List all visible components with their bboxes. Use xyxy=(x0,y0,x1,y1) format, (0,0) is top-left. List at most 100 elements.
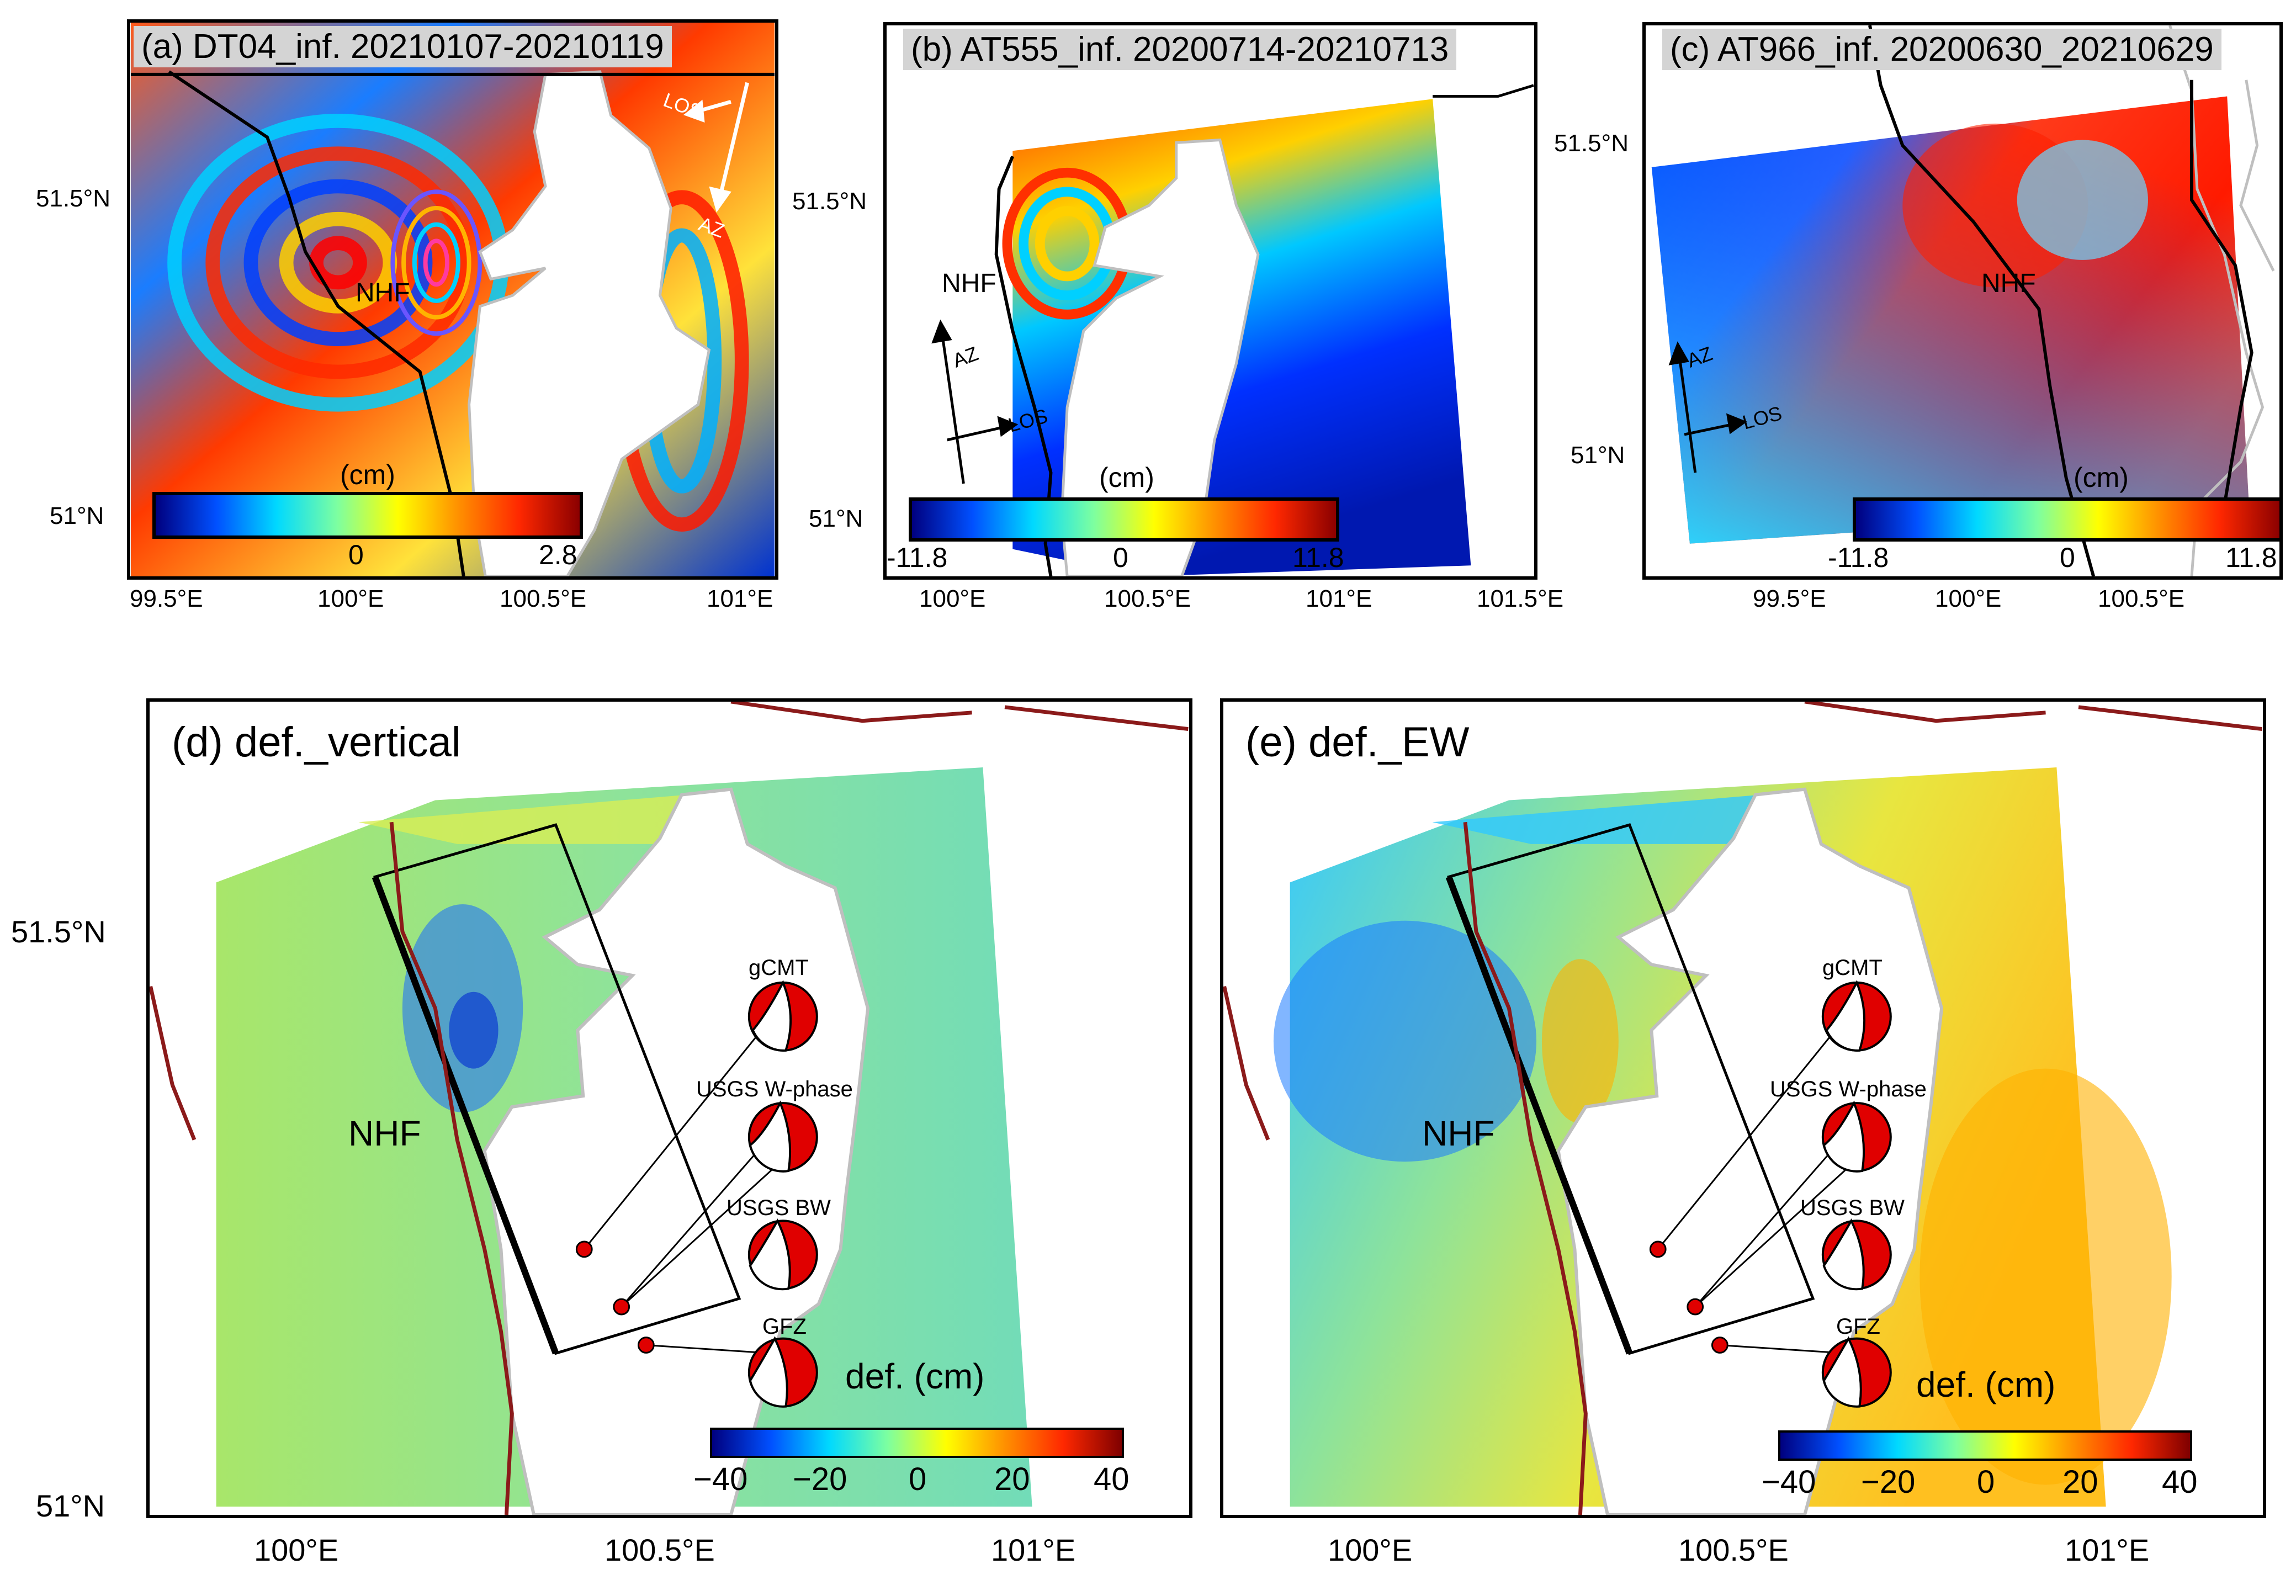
regional-fault-w xyxy=(150,986,197,1141)
epicenter-gcmt xyxy=(575,1240,593,1258)
panel-c-lon-tick-1: 99.5°E xyxy=(1753,585,1826,612)
cyan-lobe xyxy=(2017,140,2148,260)
fault-trace xyxy=(1868,25,2096,576)
panel-b-map xyxy=(931,84,1534,576)
regional-fault-w xyxy=(1223,986,1270,1141)
westward-lobe xyxy=(1273,920,1537,1162)
panel-c-colorbar xyxy=(1853,497,2279,542)
lake-mask xyxy=(1556,787,1944,1515)
panel-d-colorbar-tick-1: −40 xyxy=(693,1461,748,1497)
epicenter-links xyxy=(584,1013,776,1354)
panel-b-colorbar-mid: 0 xyxy=(1113,542,1128,573)
epicenter-gfz xyxy=(1711,1337,1728,1354)
panel-b-fault-label: NHF xyxy=(942,269,996,298)
panel-e-colorbar-tick-2: −20 xyxy=(1861,1464,1916,1500)
panel-e-lon-tick-1: 100°E xyxy=(1328,1533,1413,1567)
panel-d-fault-label: NHF xyxy=(348,1114,421,1153)
panel-d-colorbar-tick-3: 0 xyxy=(909,1461,927,1497)
panel-c-colorbar-max: 11.8 xyxy=(2225,542,2277,573)
beachball-gcmt xyxy=(747,980,818,1052)
los-az-arrows xyxy=(683,82,749,213)
epicenters xyxy=(575,1240,655,1354)
panel-d-map xyxy=(150,702,1189,1515)
panel-a-lon-tick-1: 99.5°E xyxy=(130,585,203,612)
nhf-fault-trace xyxy=(389,821,514,1515)
subsidence-core xyxy=(449,991,499,1069)
panel-b-lat-tick-1: 51.5°N xyxy=(792,188,867,215)
panel-a-colorbar-max: 2.8 xyxy=(539,539,577,570)
panel-b-lon-tick-1: 100°E xyxy=(919,585,986,612)
panel-a-colorbar-min: 0 xyxy=(348,539,364,570)
panel-d-lon-tick-2: 100.5°E xyxy=(605,1533,715,1567)
panel-a-lat-tick-1: 51.5°N xyxy=(36,185,111,212)
panel-d-vertical-deformation: (d) def._vertical NHF gCMT USGS W-phase … xyxy=(146,698,1192,1518)
panel-a-map xyxy=(130,23,775,576)
epicenter-usgs xyxy=(613,1298,630,1316)
panel-d-mech-label-2: USGS W-phase xyxy=(696,1077,853,1101)
panel-b-colorbar-min: -11.8 xyxy=(887,542,948,573)
panel-d-colorbar-tick-2: −20 xyxy=(793,1461,847,1497)
fault-model-top-edge xyxy=(372,876,559,1355)
panel-a-lon-tick-3: 100.5°E xyxy=(500,585,587,612)
panel-d-colorbar-tick-5: 40 xyxy=(1094,1461,1130,1497)
epicenter-usgs xyxy=(1687,1298,1704,1316)
panel-b-lon-tick-3: 101°E xyxy=(1306,585,1372,612)
regional-fault-n xyxy=(1804,702,2262,731)
epicenter-gfz xyxy=(637,1337,655,1354)
panel-d-mech-label-4: GFZ xyxy=(762,1314,807,1339)
beachball-usgs-wphase xyxy=(1821,1100,1892,1173)
beachball-gcmt xyxy=(1821,980,1892,1052)
fault-trace xyxy=(168,70,465,576)
panel-e-colorbar-tick-4: 20 xyxy=(2062,1464,2098,1500)
panel-c-title: (c) AT966_inf. 20200630_20210629 xyxy=(1662,29,2221,70)
panel-a-lat-tick-2: 51°N xyxy=(50,502,104,529)
panel-e-colorbar xyxy=(1778,1430,2192,1461)
panel-e-mech-label-3: USGS BW xyxy=(1800,1196,1905,1220)
los-az-arrows xyxy=(1668,341,1747,473)
panel-e-mech-label-4: GFZ xyxy=(1836,1314,1880,1339)
panel-d-lon-tick-3: 101°E xyxy=(991,1533,1076,1567)
panel-a-colorbar-unit: (cm) xyxy=(340,459,395,490)
westward-zone xyxy=(1432,794,1761,844)
lake-mask xyxy=(2224,85,2279,576)
panel-a-interferogram: (a) DT04_inf. 20210107-20210119 NHF LOS … xyxy=(127,19,778,580)
panel-a-title: (a) DT04_inf. 20210107-20210119 xyxy=(134,26,672,67)
panel-e-colorbar-tick-1: −40 xyxy=(1762,1464,1816,1500)
panel-c-colorbar-mid: 0 xyxy=(2060,542,2075,573)
panel-d-lon-tick-1: 100°E xyxy=(254,1533,339,1567)
beachball-usgs-bw xyxy=(1821,1218,1892,1291)
panel-b-colorbar-unit: (cm) xyxy=(1099,462,1154,493)
panel-d-colorbar-tick-4: 20 xyxy=(994,1461,1030,1497)
uplift-zone xyxy=(358,794,687,844)
panel-e-lon-tick-2: 100.5°E xyxy=(1678,1533,1789,1567)
panel-e-colorbar-tick-5: 40 xyxy=(2162,1464,2198,1500)
panel-e-mech-label-1: gCMT xyxy=(1822,956,1883,980)
panel-e-lon-tick-3: 101°E xyxy=(2065,1533,2150,1567)
panel-b-colorbar xyxy=(909,497,1339,542)
panel-e-map xyxy=(1223,702,2262,1515)
epicenter-links xyxy=(1657,1013,1849,1354)
panel-e-colorbar-tick-3: 0 xyxy=(1977,1464,1995,1500)
panel-b-colorbar-max: 11.8 xyxy=(1292,542,1344,573)
focal-mechanisms xyxy=(747,980,818,1408)
panel-a-colorbar xyxy=(152,492,583,539)
panel-e-unit-label: def. (cm) xyxy=(1916,1365,2056,1404)
panel-e-ew-deformation: (e) def._EW NHF gCMT USGS W-phase USGS B… xyxy=(1220,698,2266,1518)
lake-mask xyxy=(468,70,711,576)
fault-model-top-edge xyxy=(1445,876,1633,1355)
panel-c-map xyxy=(1651,25,2279,576)
panel-c-lon-tick-3: 100.5°E xyxy=(2098,585,2185,612)
eastward-lobe xyxy=(1541,959,1619,1123)
panel-c-lon-tick-2: 100°E xyxy=(1935,585,2002,612)
panel-c-lat-tick-2: 51°N xyxy=(1571,442,1625,469)
bottom-lat-tick-1: 51.5°N xyxy=(11,914,106,949)
beachball-gfz xyxy=(747,1336,818,1408)
panel-b-lon-tick-2: 100.5°E xyxy=(1104,585,1191,612)
los-az-arrows xyxy=(931,319,1019,484)
nhf-fault-trace xyxy=(1463,821,1588,1515)
panel-d-title: (d) def._vertical xyxy=(172,719,461,766)
panel-c-fault-label: NHF xyxy=(1981,269,2036,298)
panel-b-lat-tick-2: 51°N xyxy=(809,505,863,532)
eastward-far-field xyxy=(1919,1068,2172,1485)
panel-d-mech-label-3: USGS BW xyxy=(727,1196,831,1220)
